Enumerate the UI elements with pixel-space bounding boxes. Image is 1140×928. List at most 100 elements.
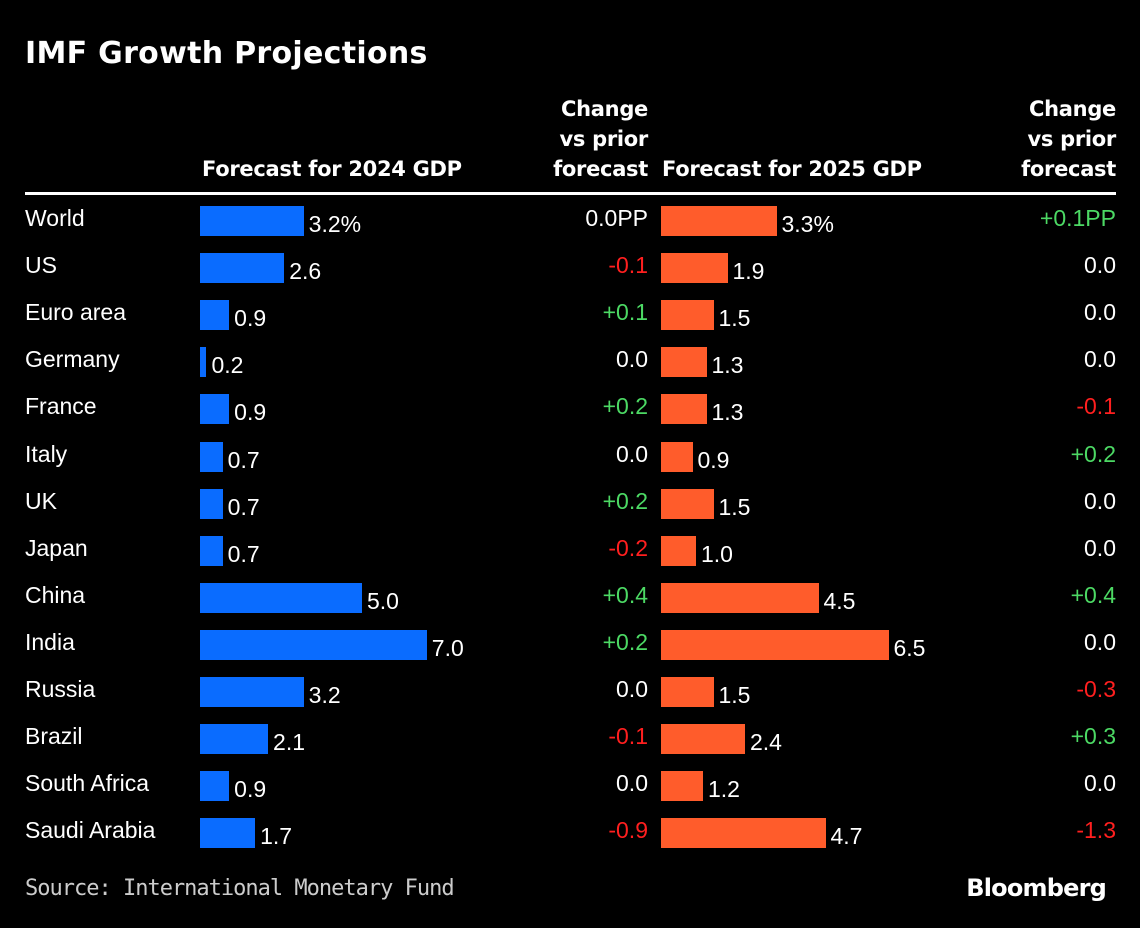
country-label: South Africa <box>25 770 150 797</box>
bar-2024 <box>200 394 230 425</box>
value-label-2024: 0.7 <box>227 540 260 567</box>
value-label-2024: 0.9 <box>234 305 267 332</box>
change-2025: 0.0 <box>1084 487 1116 514</box>
bar-2025 <box>661 677 714 707</box>
value-label-2024: 0.2 <box>211 352 244 379</box>
brand-logo: Bloomberg <box>966 874 1107 902</box>
header-forecast-2024: Forecast for 2024 GDP <box>202 157 462 181</box>
country-label: China <box>25 581 86 608</box>
change-2024: 0.0PP <box>585 205 648 231</box>
change-2025: 0.0 <box>1084 299 1116 326</box>
change-2024: -0.9 <box>608 817 648 844</box>
change-2024: 0.0 <box>616 440 648 467</box>
change-2024: -0.1 <box>608 252 648 279</box>
bar-2025 <box>661 818 826 849</box>
country-label: Saudi Arabia <box>25 817 156 844</box>
header-line: Change <box>1029 97 1116 121</box>
value-label-2024: 3.2% <box>308 211 362 237</box>
change-2025: 0.0 <box>1084 534 1116 561</box>
table-row: Brazil 2.1 -0.1 2.4 +0.3 <box>0 723 1140 756</box>
value-label-2024: 3.2 <box>308 682 341 708</box>
bar-2024 <box>200 818 256 849</box>
value-label-2024: 0.7 <box>227 493 260 520</box>
bar-2025 <box>661 394 707 425</box>
bar-2025 <box>661 629 889 660</box>
change-2025: +0.1PP <box>1039 205 1116 231</box>
value-label-2025: 4.5 <box>823 587 856 614</box>
country-label: Euro area <box>25 299 127 326</box>
bar-2024 <box>200 771 230 802</box>
value-label-2025: 0.9 <box>697 446 730 473</box>
header-line: vs prior <box>559 127 649 151</box>
change-2025: -0.1 <box>1076 393 1116 420</box>
country-label: Germany <box>25 346 120 373</box>
country-label: UK <box>25 487 57 514</box>
value-label-2025: 1.5 <box>718 305 751 332</box>
change-2025: -0.3 <box>1076 676 1116 702</box>
bar-2025 <box>661 535 696 566</box>
bar-2024 <box>200 206 304 236</box>
bar-2025 <box>661 724 745 755</box>
header-line: Change <box>561 97 648 121</box>
bar-2025 <box>661 582 819 613</box>
change-2025: 0.0 <box>1084 346 1116 373</box>
value-label-2025: 6.5 <box>893 634 926 661</box>
value-label-2025: 4.7 <box>830 823 863 850</box>
bar-2024 <box>200 488 223 519</box>
change-2025: 0.0 <box>1084 252 1116 279</box>
change-2024: +0.2 <box>602 628 648 655</box>
bar-2025 <box>661 347 707 378</box>
change-2024: 0.0 <box>616 676 648 702</box>
country-label: Russia <box>25 676 96 702</box>
change-2025: +0.3 <box>1070 723 1116 750</box>
chart-title: IMF Growth Projections <box>25 36 428 71</box>
table-row: Germany 0.2 0.0 1.3 0.0 <box>0 346 1140 379</box>
value-label-2025: 1.3 <box>711 352 744 379</box>
source-note: Source: International Monetary Fund <box>25 876 455 901</box>
header-forecast-2025: Forecast for 2025 GDP <box>662 157 922 181</box>
bar-2024 <box>200 300 230 331</box>
header-line: forecast <box>1021 157 1116 181</box>
country-label: France <box>25 393 97 420</box>
change-2025: +0.2 <box>1070 440 1116 467</box>
change-2024: -0.1 <box>608 723 648 750</box>
change-2024: +0.4 <box>602 581 648 608</box>
change-2025: 0.0 <box>1084 770 1116 797</box>
value-label-2024: 0.9 <box>234 399 267 426</box>
table-row: US 2.6 -0.1 1.9 0.0 <box>0 252 1140 284</box>
bar-2024 <box>200 535 223 566</box>
country-label: US <box>25 252 57 279</box>
header-change-2024: Change vs prior forecast <box>553 94 648 184</box>
change-2024: 0.0 <box>616 770 648 797</box>
country-label: Brazil <box>25 723 83 750</box>
header-line: vs prior <box>1027 127 1117 151</box>
change-2024: +0.1 <box>602 299 648 326</box>
bar-2025 <box>661 441 693 472</box>
header-divider <box>25 192 1116 195</box>
bar-2025 <box>661 300 714 331</box>
value-label-2025: 3.3% <box>781 211 834 237</box>
country-label: World <box>25 205 85 231</box>
bar-2024 <box>200 253 285 284</box>
value-label-2025: 2.4 <box>750 729 782 756</box>
value-label-2024: 0.9 <box>234 776 267 803</box>
country-label: India <box>25 628 75 655</box>
bar-2024 <box>200 629 427 660</box>
table-row: South Africa 0.9 0.0 1.2 0.0 <box>0 770 1140 803</box>
table-row: Italy 0.7 0.0 0.9 +0.2 <box>0 440 1140 473</box>
value-label-2024: 1.7 <box>260 823 293 850</box>
value-label-2025: 1.0 <box>701 540 733 567</box>
bar-2024 <box>200 724 269 755</box>
bar-2024 <box>200 677 304 707</box>
bar-2024 <box>200 347 207 378</box>
table-row: France 0.9 +0.2 1.3 -0.1 <box>0 393 1140 426</box>
table-row: India 7.0 +0.2 6.5 0.0 <box>0 628 1140 661</box>
value-label-2025: 1.5 <box>718 682 751 708</box>
value-label-2024: 2.1 <box>273 729 306 756</box>
bar-2025 <box>661 206 777 236</box>
bar-2025 <box>661 253 728 284</box>
value-label-2025: 1.2 <box>708 776 740 803</box>
bar-2025 <box>661 488 714 519</box>
change-2025: +0.4 <box>1070 581 1116 608</box>
value-label-2024: 0.7 <box>227 446 260 473</box>
